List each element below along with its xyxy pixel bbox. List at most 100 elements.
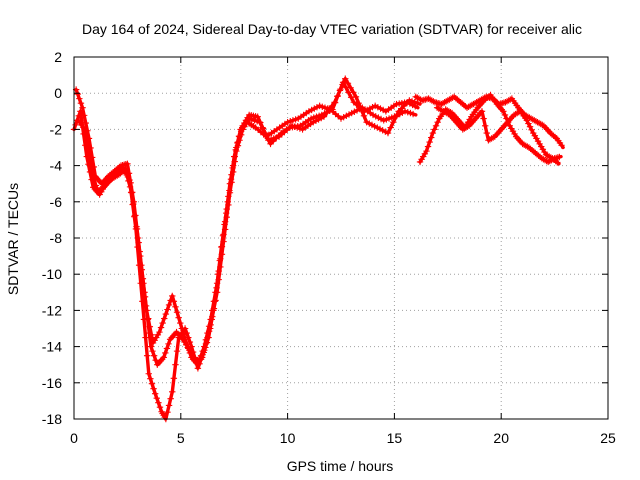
series-line — [76, 77, 422, 421]
data-point — [431, 126, 438, 133]
data-point — [80, 112, 88, 119]
data-point — [197, 356, 205, 363]
data-point — [155, 399, 162, 406]
data-point — [77, 99, 85, 107]
data-point — [207, 321, 214, 329]
data-point — [554, 159, 561, 166]
data-point — [188, 343, 195, 350]
data-point — [229, 168, 237, 176]
x-tick-label: 0 — [70, 430, 78, 446]
y-tick-label: -4 — [50, 158, 63, 174]
data-point — [191, 354, 198, 361]
x-axis-label: GPS time / hours — [287, 458, 394, 474]
data-point — [161, 315, 168, 322]
data-point — [264, 135, 272, 142]
y-axis-label: SDTVAR / TECUs — [5, 183, 21, 295]
data-point — [358, 106, 365, 113]
data-point — [170, 298, 178, 305]
data-point — [183, 329, 190, 337]
data-point — [193, 359, 200, 367]
data-point — [152, 356, 159, 364]
y-tick-label: -2 — [50, 121, 63, 137]
x-tick-label: 5 — [177, 430, 185, 446]
x-tick-label: 20 — [493, 430, 509, 446]
data-point — [320, 113, 328, 120]
data-point — [165, 402, 173, 409]
data-point — [218, 251, 226, 258]
data-point — [172, 303, 179, 310]
x-tick-label: 15 — [387, 430, 403, 446]
y-tick-label: -16 — [42, 375, 62, 391]
series-track-3 — [75, 75, 422, 423]
data-point — [147, 375, 154, 382]
data-point — [170, 375, 178, 382]
series-track-6 — [433, 104, 561, 166]
y-tick-label: -8 — [50, 230, 63, 246]
data-point — [175, 314, 182, 321]
data-point — [261, 129, 269, 137]
data-point — [164, 409, 171, 416]
data-point — [209, 313, 216, 320]
data-point — [72, 121, 79, 129]
data-point — [87, 166, 95, 173]
data-point — [228, 179, 235, 186]
series-layer — [70, 75, 565, 423]
data-point — [323, 109, 330, 117]
data-point — [148, 331, 155, 339]
data-point — [481, 122, 489, 129]
data-point — [424, 143, 432, 150]
chart-title: Day 164 of 2024, Sidereal Day-to-day VTE… — [82, 21, 582, 37]
data-point — [137, 280, 144, 287]
data-point — [173, 347, 181, 355]
data-point — [146, 323, 154, 330]
y-tick-labels: 2 0 -2 -4 -6 -8 -10 -12 -14 -16 -18 — [42, 49, 62, 427]
data-point — [387, 124, 394, 131]
data-point — [145, 370, 152, 377]
y-tick-label: -18 — [42, 411, 62, 427]
data-point — [162, 310, 170, 318]
data-point — [221, 226, 229, 233]
data-point — [196, 360, 203, 367]
data-point — [150, 385, 157, 392]
data-point — [148, 380, 156, 387]
data-point — [339, 81, 346, 88]
x-tick-label: 10 — [280, 430, 296, 446]
data-point — [204, 334, 211, 341]
data-point — [167, 395, 174, 402]
data-point — [82, 119, 89, 127]
data-point — [342, 75, 349, 82]
data-point — [164, 306, 171, 313]
data-point — [131, 213, 138, 220]
data-point — [153, 394, 160, 402]
data-point — [428, 134, 435, 141]
data-point — [390, 118, 397, 126]
data-point — [231, 158, 238, 165]
data-point — [225, 201, 232, 209]
data-point — [143, 352, 151, 359]
data-point — [189, 348, 197, 356]
data-point — [223, 213, 230, 221]
data-point — [220, 238, 227, 245]
data-point — [159, 319, 166, 327]
data-point — [226, 189, 234, 196]
data-point — [331, 99, 338, 106]
data-point — [74, 90, 81, 98]
data-point — [199, 351, 206, 358]
data-point — [156, 404, 164, 411]
y-tick-label: -12 — [42, 302, 62, 318]
data-point — [217, 263, 224, 271]
data-point — [334, 93, 341, 100]
data-point — [135, 261, 143, 269]
data-point — [237, 131, 245, 139]
data-point — [160, 354, 167, 361]
data-point — [360, 112, 368, 120]
data-point — [194, 365, 202, 372]
data-point — [126, 176, 133, 184]
data-point — [169, 292, 176, 300]
data-point — [426, 138, 433, 146]
data-point — [84, 146, 92, 153]
data-point — [134, 243, 141, 251]
y-tick-label: -6 — [50, 194, 63, 210]
data-point — [124, 160, 131, 167]
data-point — [414, 99, 421, 107]
